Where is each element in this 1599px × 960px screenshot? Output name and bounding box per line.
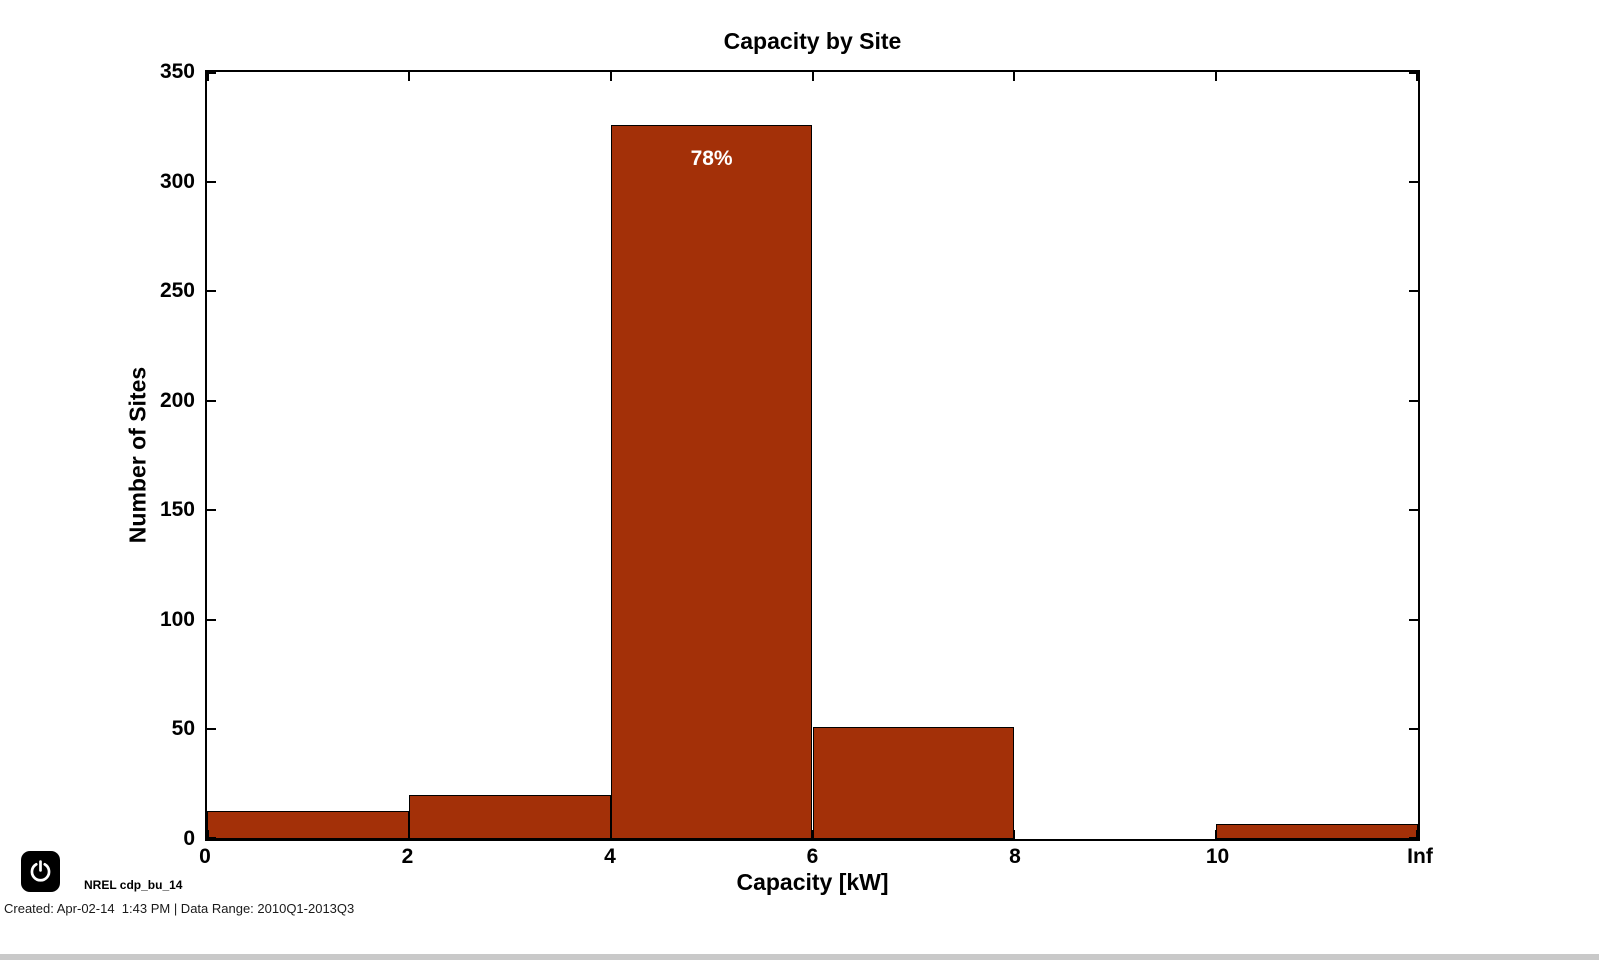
tick-mark <box>1215 72 1218 81</box>
y-tick-label: 200 <box>159 388 195 412</box>
tick-mark <box>207 290 216 293</box>
window-bottom-edge <box>0 954 1599 960</box>
tick-mark <box>1215 830 1218 839</box>
histogram-bar <box>1216 824 1418 839</box>
tick-mark <box>1409 509 1418 512</box>
tick-mark <box>207 830 209 839</box>
y-tick-label: 150 <box>159 498 195 522</box>
power-icon-glyph <box>30 860 51 882</box>
y-tick-label: 300 <box>159 169 195 193</box>
x-tick-label: 2 <box>401 845 414 868</box>
tick-mark <box>207 399 216 402</box>
tick-mark <box>207 837 216 839</box>
watermark-label: NREL cdp_bu_14 <box>84 878 183 892</box>
tick-mark <box>207 72 209 81</box>
tick-mark <box>811 830 814 839</box>
tick-mark <box>1409 72 1418 74</box>
tick-mark <box>1409 728 1418 731</box>
tick-mark <box>1416 72 1418 81</box>
x-axis-label: Capacity [kW] <box>736 869 889 895</box>
tick-mark <box>1409 290 1418 293</box>
tick-mark <box>1416 830 1418 839</box>
y-tick-label: 0 <box>183 827 195 850</box>
tick-mark <box>407 830 410 839</box>
x-tick-label: 10 <box>1205 845 1230 868</box>
tick-mark <box>1013 72 1016 81</box>
histogram-bar <box>207 811 409 839</box>
tick-mark <box>1409 837 1418 839</box>
x-tick-label: 8 <box>1009 845 1021 868</box>
tick-mark <box>1409 180 1418 183</box>
chart-title: Capacity by Site <box>723 28 902 54</box>
tick-mark <box>207 509 216 512</box>
tick-mark <box>207 618 216 621</box>
tick-mark <box>811 72 814 81</box>
y-axis-tick-labels: 0 50 100 150 200 250 300 350 <box>0 60 195 850</box>
histogram-bar <box>610 125 813 839</box>
tick-mark <box>609 830 612 839</box>
histogram-bar <box>408 795 611 839</box>
x-tick-label: Inf <box>1407 845 1433 868</box>
tick-mark <box>1409 399 1418 402</box>
tick-mark <box>207 72 216 74</box>
y-tick-label: 50 <box>171 717 195 741</box>
tick-mark <box>207 728 216 731</box>
created-timestamp-line: Created: Apr-02-14 1:43 PM | Data Range:… <box>4 901 355 916</box>
tick-mark <box>407 72 410 81</box>
plot-area: 78% <box>205 70 1420 841</box>
y-tick-label: 350 <box>159 60 195 83</box>
y-tick-label: 100 <box>159 607 195 631</box>
histogram-bar <box>812 727 1015 839</box>
power-icon <box>21 851 60 892</box>
x-axis-tick-labels: 0 2 4 6 8 10 Inf <box>199 845 1433 871</box>
tick-mark <box>207 180 216 183</box>
y-tick-label: 250 <box>159 279 195 303</box>
x-tick-label: 6 <box>806 845 819 868</box>
bar-percentage-label: 78% <box>690 146 733 170</box>
tick-mark <box>1409 618 1418 621</box>
tick-mark <box>609 72 612 81</box>
x-tick-label: 0 <box>199 845 211 868</box>
x-tick-label: 4 <box>604 845 616 868</box>
tick-mark <box>1013 830 1016 839</box>
